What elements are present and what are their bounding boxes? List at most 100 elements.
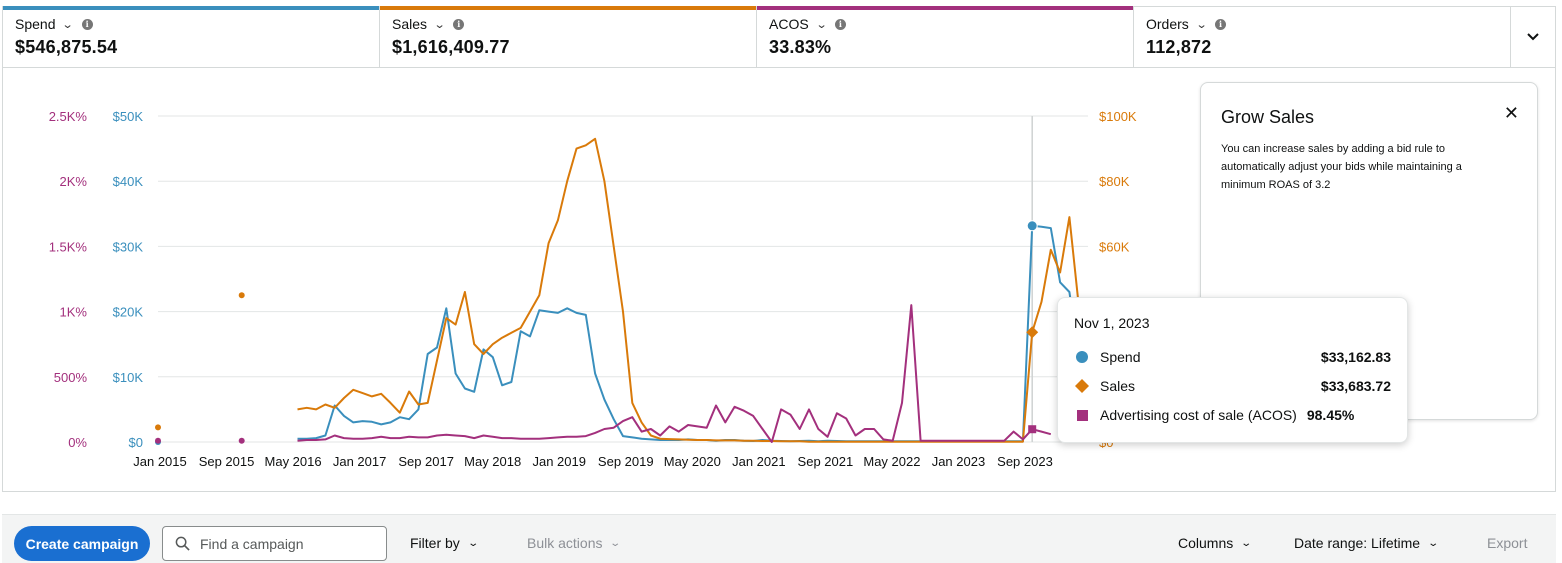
date-range-dropdown[interactable]: Date range: Lifetime ⌄ — [1294, 535, 1440, 551]
hover-marker-spend — [1026, 220, 1038, 232]
sales-tick-label: $100K — [1099, 109, 1137, 124]
x-tick-label: Sep 2021 — [798, 454, 854, 469]
chevron-down-icon[interactable]: ⌄ — [815, 18, 828, 31]
acos-tick-label: 2K% — [60, 174, 88, 189]
x-tick-label: May 2016 — [265, 454, 322, 469]
metric-value: 112,872 — [1146, 37, 1212, 57]
info-icon[interactable]: i — [81, 18, 93, 30]
tooltip-date: Nov 1, 2023 — [1074, 315, 1150, 331]
chevron-down-icon[interactable]: ⌄ — [62, 18, 75, 31]
hover-marker-acos — [1028, 425, 1037, 434]
chevron-down-icon: ⌄ — [1240, 537, 1253, 549]
acos-tick-label: 0% — [68, 435, 87, 450]
acos-tick-label: 500% — [54, 370, 88, 385]
campaign-search[interactable] — [162, 526, 387, 561]
diamond-icon — [1074, 378, 1090, 394]
hover-marker-sales — [1026, 326, 1039, 339]
acos-tick-label: 2.5K% — [49, 109, 88, 124]
metric-value: $1,616,409.77 — [392, 37, 510, 57]
x-tick-label: Sep 2023 — [997, 454, 1053, 469]
metric-tiles: Spend ⌄ i $546,875.54 Sales ⌄ i $1,616,4… — [2, 6, 1556, 68]
spend-tick-label: $20K — [113, 305, 144, 320]
info-icon[interactable]: i — [453, 18, 465, 30]
close-icon[interactable]: ✕ — [1503, 103, 1519, 123]
tooltip-row-spend: Spend $33,162.83 — [1074, 349, 1391, 365]
x-tick-label: Jan 2017 — [333, 454, 387, 469]
filter-label: Filter by — [410, 535, 460, 551]
square-icon — [1074, 407, 1090, 423]
x-tick-label: Jan 2015 — [133, 454, 187, 469]
metric-label: Sales — [392, 16, 428, 32]
info-icon[interactable]: i — [1215, 18, 1227, 30]
chevron-down-icon[interactable]: ⌄ — [433, 18, 446, 31]
tooltip-row-sales: Sales $33,683.72 — [1074, 378, 1391, 394]
series-line-spend — [297, 224, 1080, 443]
create-campaign-button[interactable]: Create campaign — [14, 526, 150, 561]
search-icon — [175, 536, 190, 551]
columns-dropdown[interactable]: Columns ⌄ — [1178, 535, 1253, 551]
card-title: Grow Sales — [1221, 107, 1315, 127]
data-point — [238, 292, 245, 299]
chart-tooltip: Nov 1, 2023 Spend $33,162.83 Sales $33,6… — [1057, 297, 1408, 443]
metric-spend[interactable]: Spend ⌄ i $546,875.54 — [3, 6, 380, 67]
info-icon[interactable]: i — [834, 18, 846, 30]
spend-tick-label: $30K — [113, 239, 144, 254]
data-point — [238, 437, 245, 444]
chevron-down-icon: ⌄ — [467, 537, 479, 549]
chevron-down-icon — [1527, 33, 1539, 41]
bulk-label: Bulk actions — [527, 535, 603, 551]
metric-color-bar — [380, 6, 756, 10]
tooltip-label: Sales — [1100, 378, 1136, 394]
export-button[interactable]: Export — [1487, 535, 1528, 551]
card-text: You can increase sales by adding a bid r… — [1221, 143, 1462, 191]
metric-orders[interactable]: Orders ⌄ i 112,872 — [1134, 7, 1511, 67]
date-range-label: Date range: Lifetime — [1294, 535, 1421, 551]
data-point — [155, 437, 161, 444]
metric-value: 33.83% — [769, 37, 832, 57]
tooltip-label: Advertising cost of sale (ACOS) — [1100, 407, 1297, 423]
columns-label: Columns — [1178, 535, 1234, 551]
series-line-acos — [297, 304, 1052, 443]
spend-tick-label: $50K — [113, 109, 144, 124]
campaign-toolbar: Create campaign Filter by ⌄ Bulk actions… — [2, 514, 1556, 563]
circle-icon — [1074, 349, 1090, 365]
search-input[interactable] — [198, 534, 378, 553]
x-tick-label: Jan 2021 — [732, 454, 786, 469]
metric-sales[interactable]: Sales ⌄ i $1,616,409.77 — [380, 6, 757, 67]
metric-color-bar — [3, 6, 379, 10]
acos-tick-label: 1K% — [60, 305, 88, 320]
spend-tick-label: $10K — [113, 370, 144, 385]
bulk-actions-dropdown[interactable]: Bulk actions ⌄ — [527, 535, 622, 551]
x-tick-label: May 2020 — [664, 454, 721, 469]
metric-label: Spend — [15, 16, 56, 32]
metric-acos[interactable]: ACOS ⌄ i 33.83% — [757, 6, 1134, 67]
acos-tick-label: 1.5K% — [49, 239, 88, 254]
performance-chart[interactable]: 0% 500% 1K% 1.5K% 2K% 2.5K% $0 $10K $20K $30K $40K… — [3, 68, 1555, 492]
chevron-down-icon: ⌄ — [609, 537, 622, 549]
x-tick-label: May 2018 — [464, 454, 521, 469]
data-point — [155, 424, 161, 431]
tooltip-value: 98.45% — [1306, 407, 1355, 423]
metric-value: $546,875.54 — [15, 37, 118, 57]
tooltip-row-acos: Advertising cost of sale (ACOS) 98.45% — [1074, 407, 1391, 423]
metric-label: Orders — [1146, 16, 1189, 32]
spend-tick-label: $0 — [129, 435, 143, 450]
expand-metrics-button[interactable] — [1511, 7, 1555, 67]
spend-tick-label: $40K — [113, 174, 144, 189]
sales-tick-label: $80K — [1099, 174, 1130, 189]
x-tick-label: Jan 2023 — [932, 454, 986, 469]
metric-color-bar — [757, 6, 1133, 10]
tooltip-value: $33,683.72 — [1320, 378, 1391, 394]
tooltip-label: Spend — [1100, 349, 1141, 365]
x-tick-label: May 2022 — [863, 454, 920, 469]
x-tick-label: Sep 2017 — [398, 454, 454, 469]
tooltip-value: $33,162.83 — [1320, 349, 1391, 365]
series-line-sales — [297, 137, 1080, 443]
x-tick-label: Jan 2019 — [532, 454, 586, 469]
sales-tick-label: $60K — [1099, 239, 1130, 254]
metric-label: ACOS — [769, 16, 809, 32]
chevron-down-icon[interactable]: ⌄ — [1195, 18, 1208, 31]
x-tick-label: Sep 2019 — [598, 454, 654, 469]
filter-by-dropdown[interactable]: Filter by ⌄ — [410, 535, 479, 551]
chevron-down-icon: ⌄ — [1427, 537, 1440, 549]
